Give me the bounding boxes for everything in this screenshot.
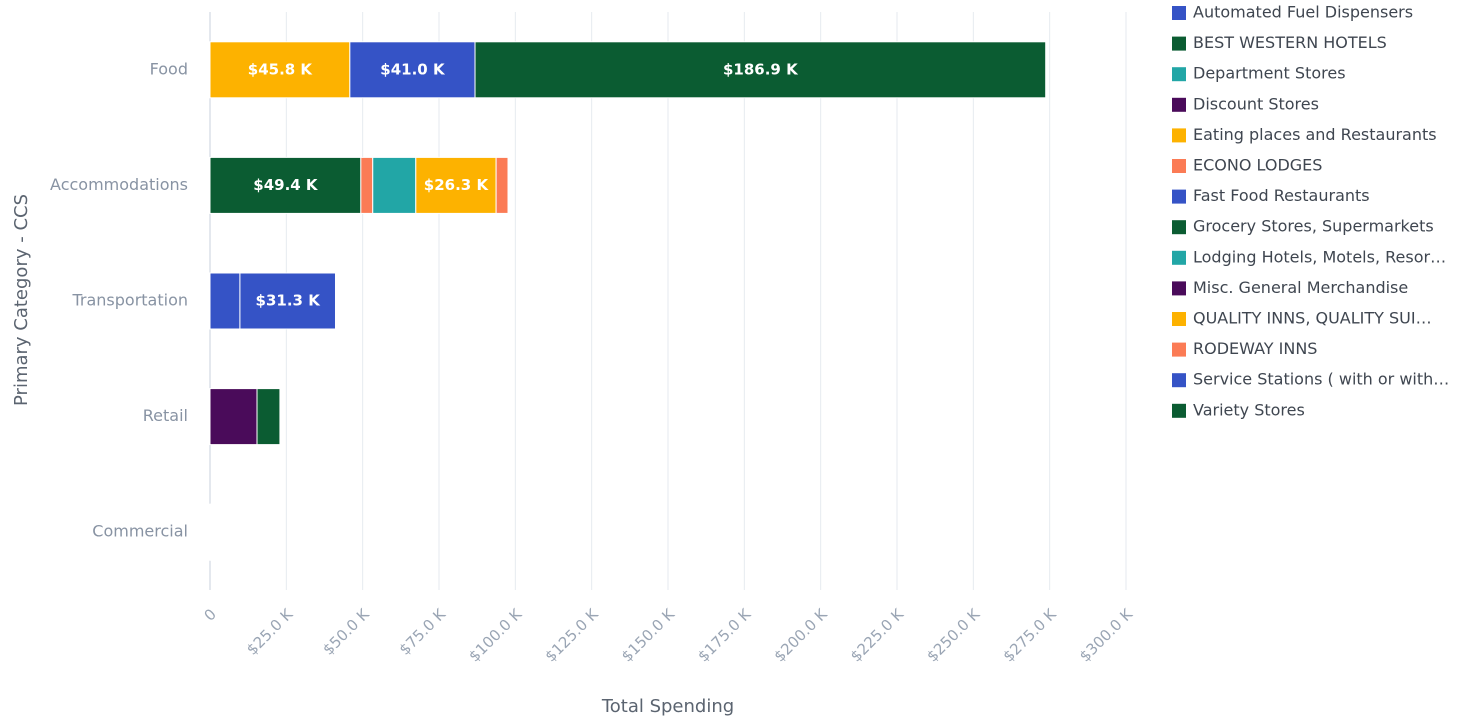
x-tick-label: $50.0 K	[319, 604, 373, 658]
legend-label: BEST WESTERN HOTELS	[1193, 33, 1387, 52]
legend-swatch	[1172, 281, 1186, 296]
x-tick-label: $75.0 K	[396, 604, 450, 658]
y-axis-title: Primary Category - CCS	[11, 194, 32, 406]
value-label: $41.0 K	[380, 60, 446, 78]
y-tick-label: Food	[150, 59, 188, 78]
legend-swatch	[1172, 67, 1186, 82]
legend-swatch	[1172, 220, 1186, 235]
legend-swatch	[1172, 342, 1186, 357]
legend-swatch	[1172, 6, 1186, 20]
y-tick-label: Retail	[143, 406, 188, 425]
x-tick-label: $225.0 K	[847, 604, 908, 665]
bar-segment	[209, 272, 241, 330]
x-tick-label: $100.0 K	[465, 604, 526, 665]
legend-label: Discount Stores	[1193, 94, 1319, 113]
legend-label: Misc. General Merchandise	[1193, 278, 1408, 297]
bar-segment	[372, 156, 417, 214]
value-label: $45.8 K	[248, 60, 314, 78]
bar-segment	[209, 388, 258, 446]
bar-segment	[349, 41, 476, 99]
legend-label: Grocery Stores, Supermarkets	[1193, 217, 1434, 236]
bar-segment	[495, 156, 509, 214]
legend-swatch	[1172, 159, 1186, 173]
x-tick-label: $125.0 K	[542, 604, 603, 665]
y-tick-label: Accommodations	[50, 175, 188, 194]
y-tick-label: Commercial	[92, 522, 188, 541]
bar-segment	[415, 156, 497, 214]
legend-swatch	[1172, 403, 1186, 418]
legend-label: ECONO LODGES	[1193, 156, 1322, 175]
x-axis-title: Total Spending	[601, 696, 734, 717]
x-tick-label: $300.0 K	[1076, 604, 1137, 665]
legend-swatch	[1172, 250, 1186, 265]
bar-segment	[256, 388, 281, 446]
value-label: $26.3 K	[424, 176, 490, 194]
bar-segment	[360, 156, 374, 214]
x-tick-label: $25.0 K	[243, 604, 297, 658]
legend-swatch	[1172, 128, 1186, 143]
bar-segment	[209, 41, 351, 99]
bar-segment	[239, 272, 336, 330]
legend-label: QUALITY INNS, QUALITY SUI…	[1193, 309, 1432, 328]
legend-label: Variety Stores	[1193, 400, 1305, 419]
legend-label: Lodging Hotels, Motels, Resor…	[1193, 247, 1446, 266]
x-tick-label: $275.0 K	[1000, 604, 1061, 665]
value-label: $49.4 K	[253, 176, 319, 194]
x-tick-label: $250.0 K	[923, 604, 984, 665]
legend-swatch	[1172, 36, 1186, 51]
legend-swatch	[1172, 312, 1186, 326]
x-tick-label: $150.0 K	[618, 604, 679, 665]
bar-segment	[209, 156, 362, 214]
legend-label: Eating places and Restaurants	[1193, 125, 1437, 144]
legend-label: RODEWAY INNS	[1193, 339, 1317, 358]
value-label: $186.9 K	[723, 60, 799, 78]
bar-segment	[474, 41, 1047, 99]
legend-label: Automated Fuel Dispensers	[1193, 3, 1413, 22]
legend-label: Fast Food Restaurants	[1193, 186, 1370, 205]
y-tick-label: Transportation	[71, 291, 188, 310]
legend-swatch	[1172, 189, 1186, 204]
x-tick-label: $175.0 K	[694, 604, 755, 665]
x-tick-label: $200.0 K	[771, 604, 832, 665]
legend-label: Service Stations ( with or with…	[1193, 370, 1449, 389]
legend-label: Department Stores	[1193, 64, 1346, 83]
bar-segment	[210, 503, 212, 561]
legend-swatch	[1172, 373, 1186, 388]
x-tick-label: 0	[201, 605, 220, 624]
value-label: $31.3 K	[256, 292, 322, 310]
legend-swatch	[1172, 97, 1186, 112]
